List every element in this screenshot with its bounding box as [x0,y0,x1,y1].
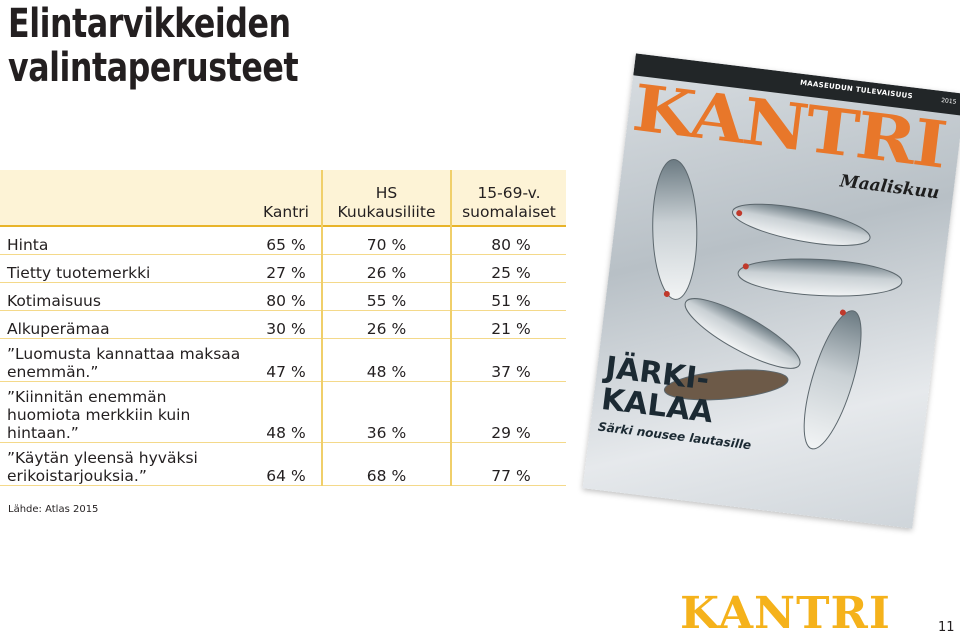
cell-value: 26 % [322,254,452,283]
cell-value: 21 % [451,310,566,339]
cell-value: 65 % [251,225,323,255]
table-row: ”Luomusta kannattaa maksaa enemmän.” 47 … [0,338,566,382]
cell-value: 30 % [251,310,323,339]
cover-image: MAASEUDUN TULEVAISUUS 2015 KANTRI Maalis… [582,53,960,529]
cell-value: 64 % [251,442,323,486]
cell-value: 29 % [451,381,566,443]
table-row: ”Käytän yleensä hyväksi erikoistarjouksi… [0,442,566,486]
cell-value: 26 % [322,310,452,339]
cell-value: 36 % [322,381,452,443]
cell-value: 68 % [322,442,452,486]
cell-value: 80 % [451,225,566,255]
cell-value: 48 % [251,381,323,443]
row-label: Kotimaisuus [0,282,251,311]
row-label: Alkuperämaa [0,310,251,339]
title-line-1: Elintarvikkeiden [8,1,291,47]
comparison-table: Kantri HS Kuukausiliite 15-69-v. suomala… [0,170,566,486]
cell-value: 70 % [322,225,452,255]
fish-illustration [652,158,903,450]
header-hs: HS Kuukausiliite [322,170,452,226]
cell-value: 25 % [451,254,566,283]
cell-value: 47 % [251,338,323,382]
cell-value: 55 % [322,282,452,311]
magazine-cover: MAASEUDUN TULEVAISUUS 2015 KANTRI Maalis… [580,53,960,550]
cell-value: 77 % [451,442,566,486]
brand-logo: KANTRI [680,588,891,639]
table-row: Hinta 65 % 70 % 80 % [0,225,566,255]
cell-value: 37 % [451,338,566,382]
cover-year: 2015 [940,96,957,106]
header-empty [0,170,251,226]
row-label: Hinta [0,225,251,255]
title-line-2: valintaperusteet [8,45,299,91]
table-row: Kotimaisuus 80 % 55 % 51 % [0,282,566,311]
table-row: Tietty tuotemerkki 27 % 26 % 25 % [0,254,566,283]
cover-headline: JÄRKI- KALAA [599,350,719,430]
cell-value: 27 % [251,254,323,283]
row-label: Tietty tuotemerkki [0,254,251,283]
table-header-row: Kantri HS Kuukausiliite 15-69-v. suomala… [0,170,566,226]
page-title: Elintarvikkeiden valintaperusteet [8,2,395,90]
table-row: ”Kiinnitän enemmän huomiota merkkiin kui… [0,381,566,443]
row-label: ”Käytän yleensä hyväksi erikoistarjouksi… [0,442,251,486]
header-kantri: Kantri [251,170,323,226]
page-number: 11 [938,620,955,635]
row-label: ”Luomusta kannattaa maksaa enemmän.” [0,338,251,382]
header-population: 15-69-v. suomalaiset [462,184,556,221]
table-row: Alkuperämaa 30 % 26 % 21 % [0,310,566,339]
cell-value: 51 % [451,282,566,311]
cell-value: 48 % [322,338,452,382]
cell-value: 80 % [251,282,323,311]
row-label: ”Kiinnitän enemmän huomiota merkkiin kui… [0,381,251,443]
source-note: Lähde: Atlas 2015 [8,504,99,515]
